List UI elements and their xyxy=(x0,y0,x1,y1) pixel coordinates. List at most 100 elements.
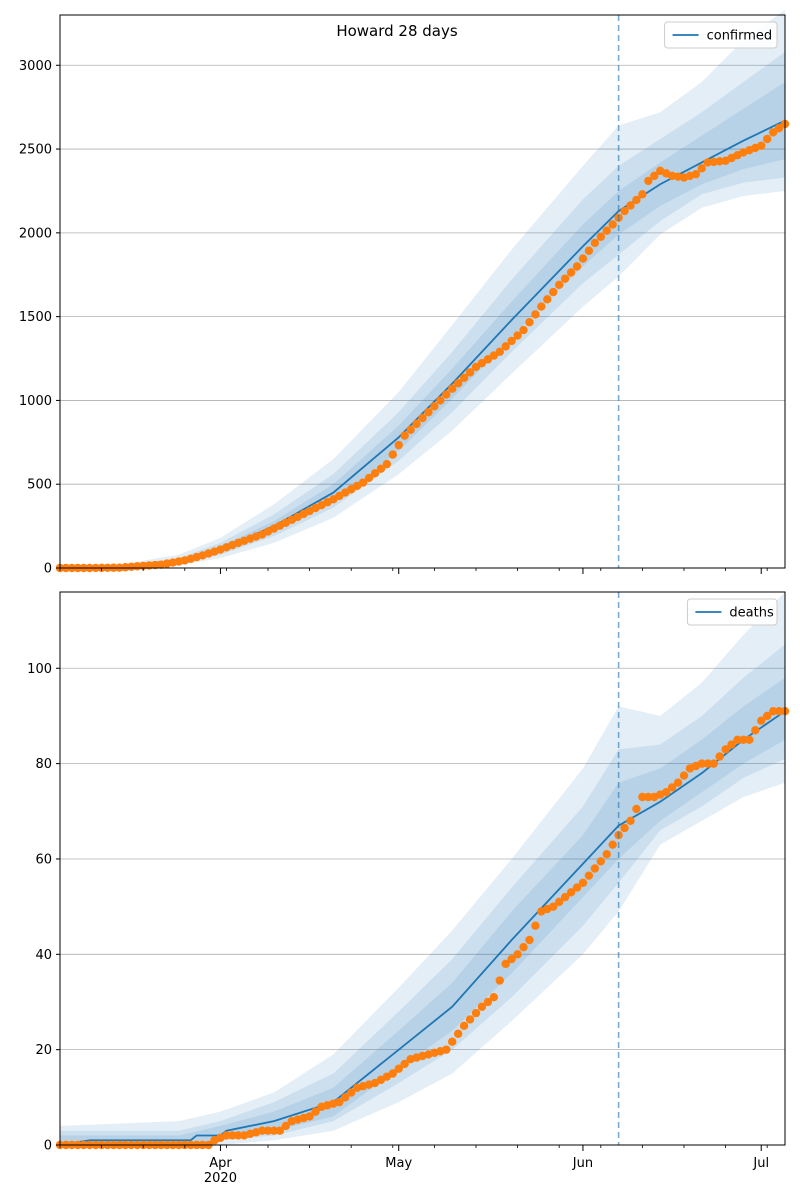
observed-point xyxy=(560,892,570,902)
observed-point xyxy=(388,450,397,459)
observed-point xyxy=(465,368,475,377)
observed-point xyxy=(222,1131,231,1140)
observed-point xyxy=(513,950,522,959)
observed-point xyxy=(578,254,588,263)
y-tick-label: 80 xyxy=(35,757,52,772)
observed-point xyxy=(537,302,546,311)
observed-point xyxy=(406,425,415,434)
observed-point xyxy=(388,1069,397,1078)
observed-point xyxy=(501,342,510,351)
uncertainty-band xyxy=(60,51,785,569)
observed-point xyxy=(650,171,659,181)
observed-point xyxy=(311,1107,320,1116)
observed-point xyxy=(661,788,671,797)
observed-point xyxy=(608,840,617,849)
observed-point xyxy=(394,1064,403,1073)
observed-point xyxy=(228,1131,237,1140)
y-tick-label: 0 xyxy=(44,562,52,577)
observed-point xyxy=(459,1021,469,1031)
observed-point xyxy=(275,1126,285,1135)
observed-point xyxy=(376,464,386,473)
observed-point xyxy=(549,902,558,911)
observed-point xyxy=(644,176,653,186)
legend-box xyxy=(664,21,778,49)
confirmed-panel: 0 500 1000 1500 2000 2500 3000 confirmed xyxy=(19,9,790,577)
observed-point xyxy=(620,823,629,833)
observed-point xyxy=(757,716,766,725)
y-tick-label: 2500 xyxy=(19,143,52,158)
observed-point xyxy=(751,726,760,735)
observed-point xyxy=(768,128,778,137)
observed-point xyxy=(459,373,469,383)
observed-point xyxy=(531,310,540,319)
series-line-deaths xyxy=(59,710,786,1146)
observed-point xyxy=(525,318,534,327)
observed-point xyxy=(602,226,611,235)
uncertainty-band xyxy=(60,82,785,568)
observed-point xyxy=(400,1059,409,1069)
axes-frame xyxy=(59,591,786,1146)
observed-point xyxy=(596,857,605,866)
chart-title: Howard 28 days xyxy=(336,22,458,40)
observed-point xyxy=(448,384,457,393)
observed-point xyxy=(234,1131,243,1140)
observed-point xyxy=(703,759,712,768)
observed-point xyxy=(566,888,576,897)
y-tick-label: 0 xyxy=(44,1139,52,1154)
observed-point xyxy=(721,745,730,754)
observed-point xyxy=(400,431,409,440)
observed-point xyxy=(519,942,528,952)
observed-point xyxy=(448,1037,457,1046)
y-tick-label: 40 xyxy=(35,948,52,963)
observed-point xyxy=(632,195,641,205)
observed-point xyxy=(424,407,433,417)
observed-point xyxy=(667,783,677,792)
observed-point xyxy=(560,274,570,283)
uncertainty-band xyxy=(60,644,785,1145)
observed-point xyxy=(483,997,493,1007)
observed-point xyxy=(733,735,742,744)
observed-point xyxy=(620,206,629,216)
observed-point xyxy=(584,246,594,255)
observed-point xyxy=(715,752,724,761)
y-tick-label: 3000 xyxy=(19,59,52,74)
observed-point xyxy=(358,478,368,487)
observed-point xyxy=(477,1002,487,1011)
observed-point xyxy=(578,878,588,888)
observed-point xyxy=(626,201,635,210)
observed-point xyxy=(709,759,718,768)
x-tick-label: Jul xyxy=(752,1156,769,1171)
observed-point xyxy=(436,396,445,405)
observed-point xyxy=(525,935,534,945)
observed-point xyxy=(626,816,635,826)
uncertainty-band xyxy=(60,9,785,569)
observed-point xyxy=(471,1008,481,1018)
observed-point xyxy=(507,954,516,964)
observed-point xyxy=(341,1093,350,1102)
observed-point xyxy=(346,1088,356,1097)
observed-point xyxy=(590,238,600,248)
y-tick-label: 1000 xyxy=(19,394,52,409)
observed-point xyxy=(757,141,766,150)
observed-point xyxy=(739,735,748,744)
observed-point xyxy=(418,413,427,423)
observed-point xyxy=(644,792,653,802)
observed-point xyxy=(554,280,564,289)
observed-point xyxy=(727,740,736,749)
legend-label: confirmed xyxy=(707,29,773,44)
observed-point xyxy=(572,883,582,892)
observed-point xyxy=(608,220,617,229)
observed-point xyxy=(602,849,611,859)
observed-point xyxy=(697,164,707,173)
observed-point xyxy=(679,771,689,780)
observed-point xyxy=(590,864,600,873)
observed-point xyxy=(394,440,403,450)
observed-point xyxy=(501,959,510,969)
observed-point xyxy=(673,778,683,787)
y-tick-label: 60 xyxy=(35,852,52,867)
observed-point xyxy=(762,711,772,721)
legend-box xyxy=(686,598,778,626)
observed-point xyxy=(489,993,499,1002)
observed-point xyxy=(507,336,516,346)
